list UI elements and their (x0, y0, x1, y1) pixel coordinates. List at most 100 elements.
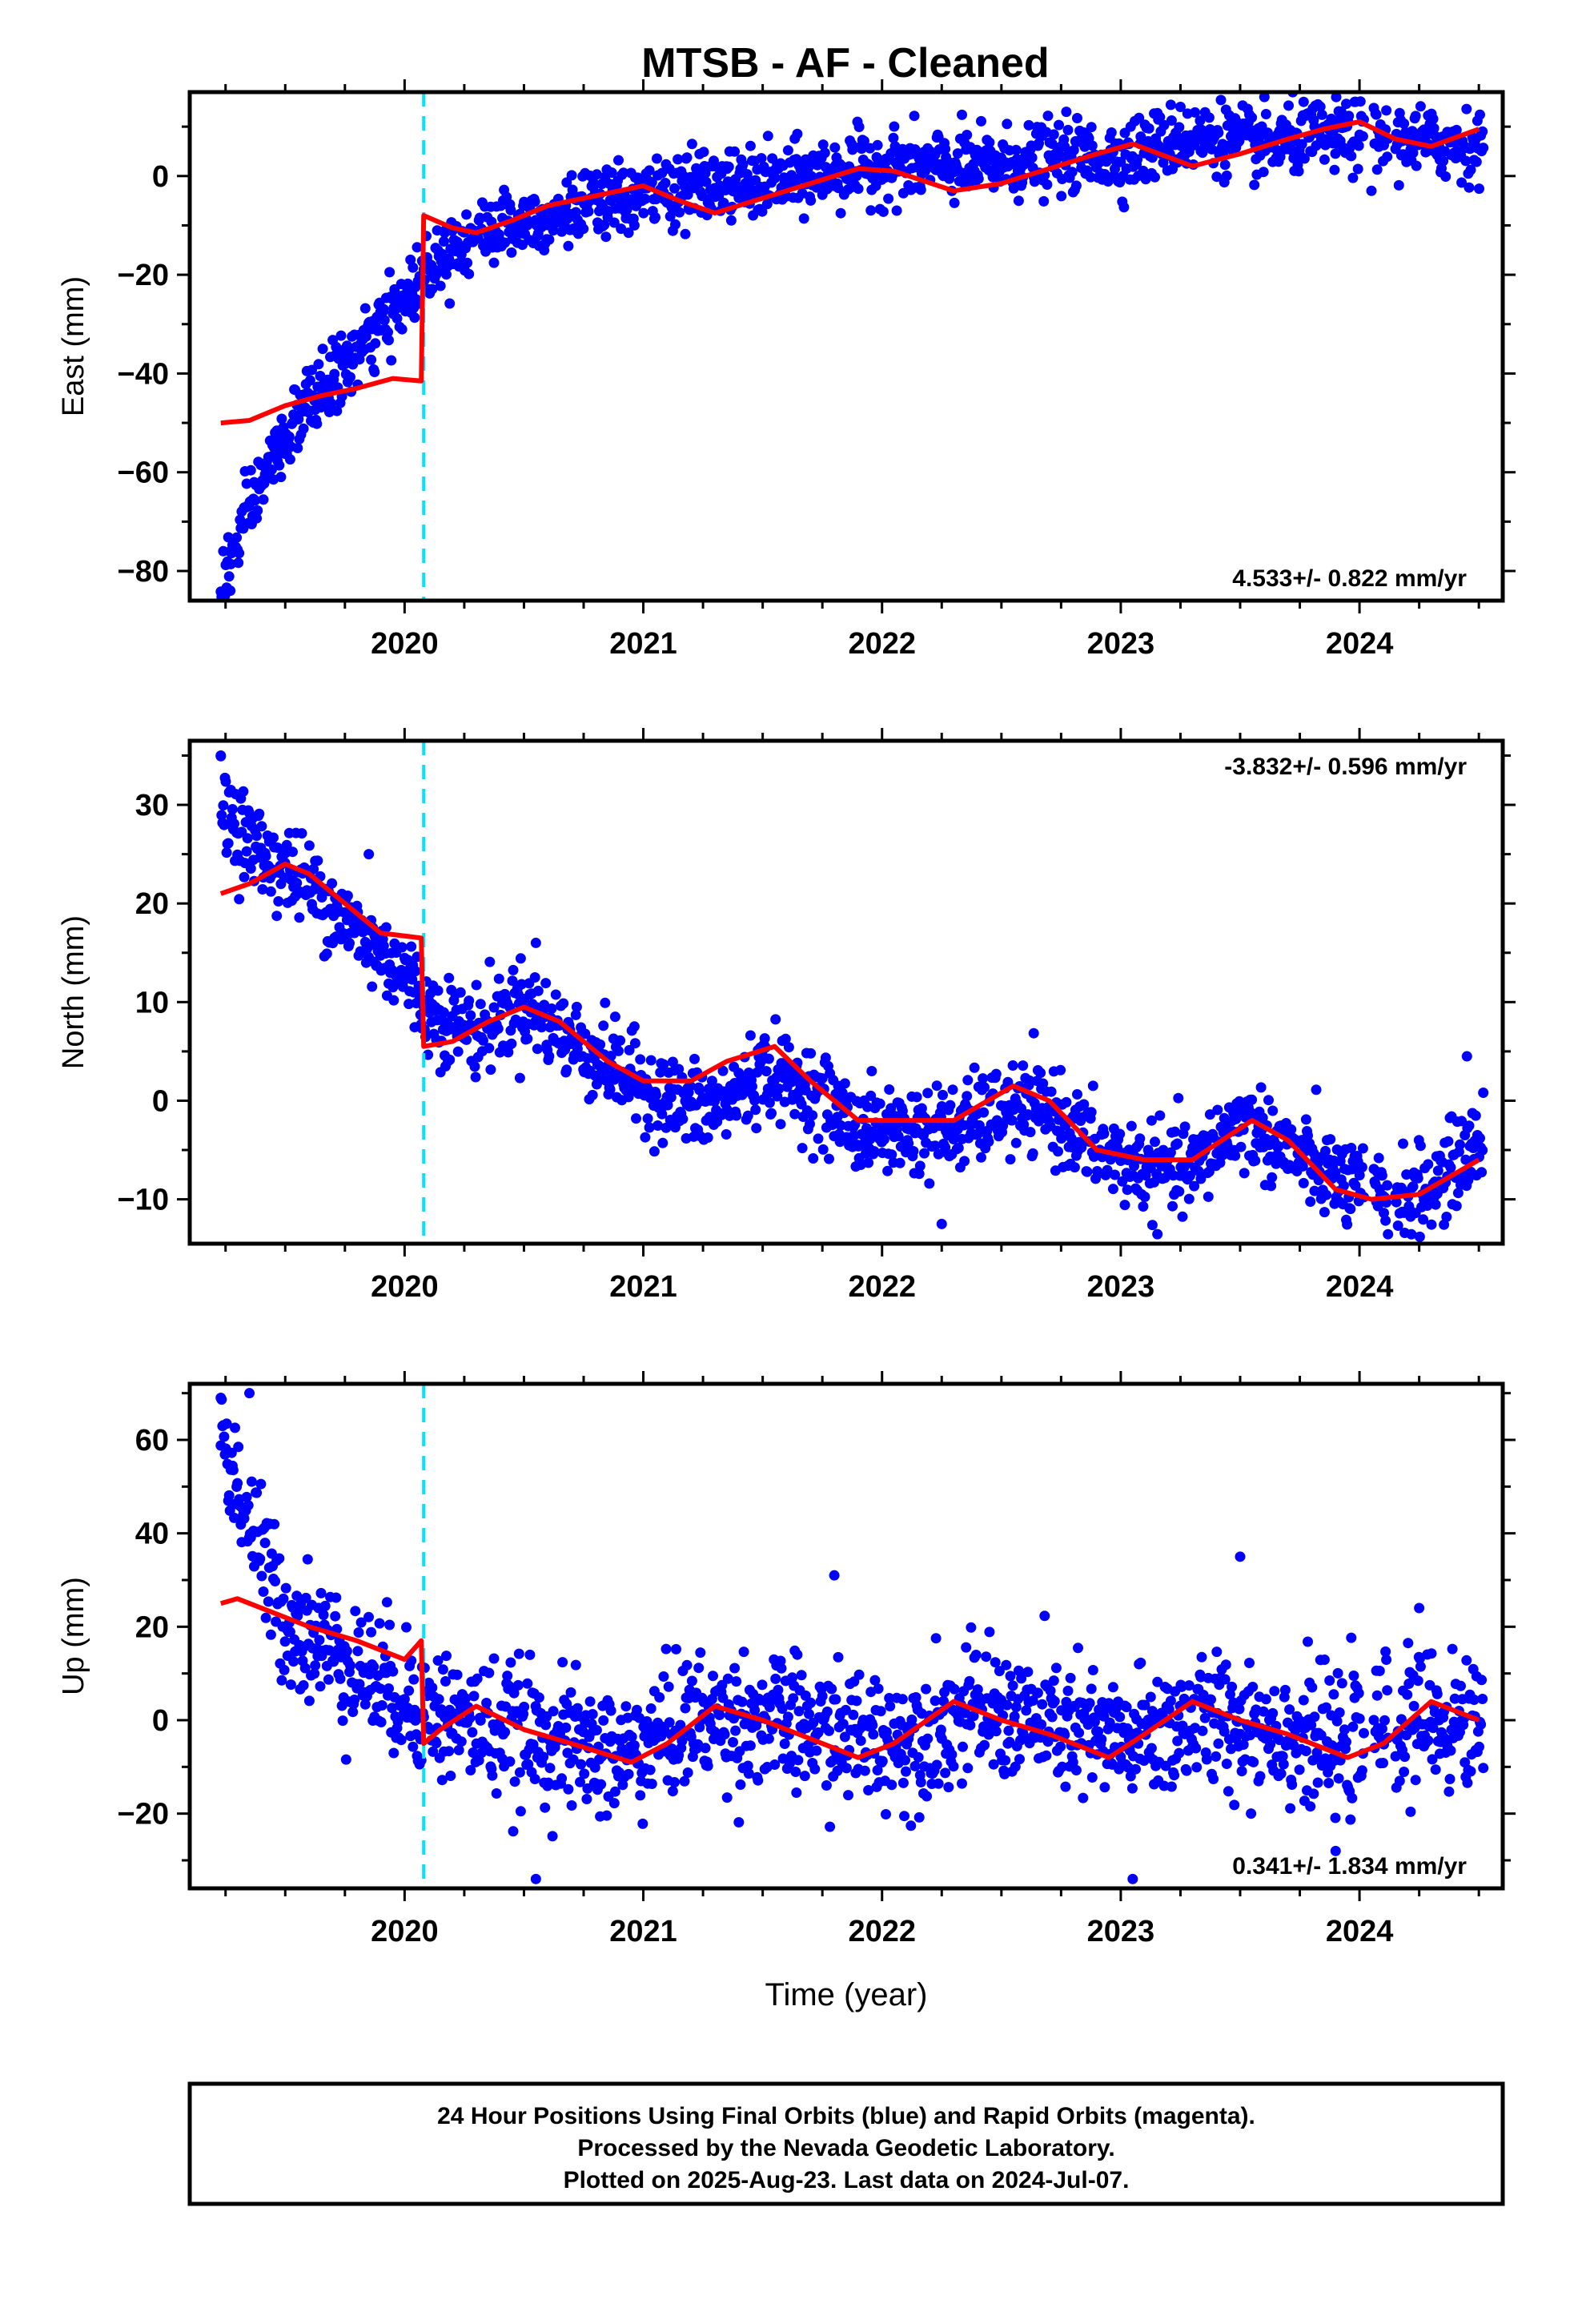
position-point (408, 262, 419, 273)
position-point (441, 1651, 452, 1662)
position-point (1278, 1759, 1289, 1770)
position-point (456, 1736, 467, 1747)
position-point (1382, 151, 1393, 163)
position-point (839, 1078, 850, 1089)
position-point (1426, 1648, 1437, 1659)
position-point (1398, 1138, 1408, 1149)
position-point (770, 1673, 781, 1684)
position-point (1014, 1754, 1025, 1765)
position-point (851, 1695, 862, 1707)
position-point (227, 804, 238, 814)
position-point (1041, 1750, 1052, 1761)
position-point (1054, 119, 1064, 131)
position-point (254, 808, 265, 819)
position-point (1173, 1092, 1184, 1104)
position-point (1048, 1675, 1059, 1687)
position-point (1183, 1193, 1195, 1204)
position-point (1221, 1759, 1232, 1769)
position-point (376, 1700, 387, 1711)
position-point (274, 1553, 285, 1564)
position-point (1312, 1777, 1323, 1788)
position-point (1229, 1799, 1240, 1811)
position-point (1464, 182, 1475, 193)
position-point (1354, 1170, 1365, 1180)
position-point (1423, 1735, 1434, 1746)
position-point (635, 1790, 646, 1801)
position-point (1475, 1132, 1485, 1144)
position-point (1331, 1715, 1343, 1727)
position-point (1443, 1786, 1455, 1797)
position-point (1449, 1693, 1460, 1704)
position-point (1087, 1080, 1098, 1092)
position-point (968, 1711, 979, 1722)
position-point (472, 1673, 483, 1684)
position-point (1376, 1723, 1387, 1735)
footer-line-3: Plotted on 2025-Aug-23. Last data on 202… (564, 2167, 1130, 2193)
position-point (658, 1671, 669, 1682)
position-point (1055, 1741, 1066, 1752)
position-point (318, 1610, 329, 1620)
position-point (335, 1673, 346, 1684)
position-point (544, 234, 555, 245)
position-point (331, 1592, 342, 1603)
position-point (1104, 1717, 1115, 1728)
position-point (513, 1648, 524, 1659)
position-point (1087, 1665, 1098, 1675)
position-point (1412, 1172, 1423, 1184)
position-point (1345, 1204, 1356, 1215)
position-point (786, 170, 797, 181)
position-point (931, 1080, 942, 1092)
x-tick-label: 2022 (848, 1915, 916, 1948)
position-point (721, 1792, 733, 1803)
position-point (891, 205, 902, 216)
position-point (303, 840, 315, 851)
position-point (1134, 1133, 1146, 1144)
position-point (1045, 1685, 1056, 1696)
position-point (1038, 1078, 1049, 1089)
position-point (1103, 1698, 1114, 1709)
position-point (1298, 1695, 1309, 1706)
position-point (1236, 1766, 1247, 1777)
position-point (1086, 140, 1098, 151)
position-point (604, 1084, 616, 1095)
position-point (1234, 1703, 1245, 1715)
position-point (1170, 1126, 1181, 1137)
position-point (1300, 1746, 1311, 1756)
position-point (1130, 1763, 1141, 1775)
position-point (375, 1717, 387, 1727)
footer-frame (187, 2081, 1505, 2206)
position-point (223, 838, 234, 849)
position-point (915, 1777, 926, 1787)
position-point (979, 1082, 990, 1093)
position-point (315, 1587, 327, 1598)
position-point (1255, 1771, 1266, 1782)
position-point (1476, 1167, 1488, 1178)
position-point (789, 1108, 801, 1120)
position-point (1010, 1137, 1022, 1148)
position-point (472, 233, 484, 244)
position-point (576, 1759, 587, 1770)
position-point (504, 1756, 516, 1767)
position-point (475, 999, 486, 1010)
x-tick-label: 2021 (609, 1915, 677, 1948)
position-point (776, 1663, 787, 1674)
position-point (1444, 1774, 1456, 1784)
position-point (406, 941, 417, 952)
position-point (750, 1104, 761, 1116)
position-point (872, 139, 883, 151)
position-point (665, 211, 676, 222)
position-point (1169, 1770, 1180, 1781)
position-point (868, 1729, 879, 1740)
position-point (487, 1770, 498, 1781)
position-point (1207, 143, 1217, 155)
position-point (410, 966, 421, 977)
position-point (1275, 1768, 1287, 1779)
position-point (1379, 1715, 1390, 1726)
position-point (922, 1088, 934, 1099)
position-point (1199, 1712, 1211, 1723)
position-point (461, 209, 472, 220)
position-point (1267, 1172, 1278, 1183)
position-point (984, 1626, 995, 1638)
position-point (300, 1592, 311, 1603)
position-point (662, 1100, 673, 1111)
